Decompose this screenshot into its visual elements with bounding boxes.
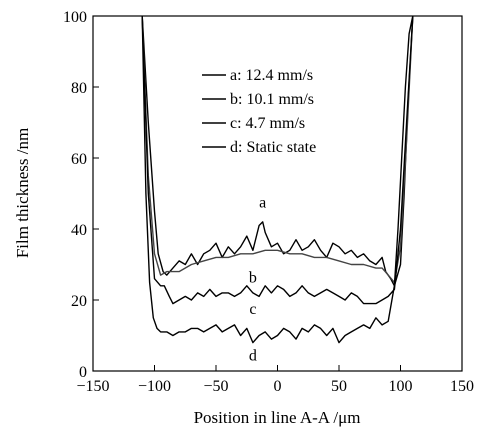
x-axis-title: Position in line A-A /μm — [194, 408, 361, 427]
y-tick-label: 40 — [71, 222, 87, 239]
curve-label-b: b — [249, 269, 257, 286]
legend-entry-d: d: Static state — [230, 139, 316, 156]
legend-entry-c: c: 4.7 mm/s — [230, 115, 305, 132]
series-layer — [141, 16, 414, 344]
y-axis-title: Film thickness /nm — [13, 128, 32, 258]
series-line-a — [141, 16, 414, 287]
curve-labels: a bc d — [249, 195, 266, 365]
y-tick-label: 0 — [79, 364, 87, 381]
curve-label-c: c — [249, 301, 256, 318]
series-line-d — [141, 16, 414, 344]
x-tick-label: −150 — [76, 378, 109, 395]
curve-label-a: a — [259, 195, 266, 212]
curve-label-d: d — [249, 347, 257, 364]
y-tick-label: 20 — [71, 293, 87, 310]
x-tick-label: −100 — [138, 378, 171, 395]
series-line-c — [141, 16, 414, 305]
x-tick-label: 50 — [331, 378, 347, 395]
legend-entry-b: b: 10.1 mm/s — [230, 91, 314, 108]
x-tick-label: 150 — [450, 378, 474, 395]
x-tick-label: −50 — [203, 378, 228, 395]
y-tick-label: 80 — [71, 80, 87, 97]
legend: a: 12.4 mm/s b: 10.1 mm/s c: 4.7 mm/s d: St… — [202, 67, 316, 156]
series-line-b — [141, 16, 414, 283]
y-tick-label: 100 — [63, 9, 87, 26]
legend-entry-a: a: 12.4 mm/s — [230, 67, 313, 84]
x-tick-label: 100 — [389, 378, 413, 395]
y-tick-label: 60 — [71, 151, 87, 168]
x-tick-label: 0 — [274, 378, 282, 395]
ticks-layer: −150 −100 −50 0 50 100 150 0 20 40 60 80 100 — [63, 9, 474, 395]
